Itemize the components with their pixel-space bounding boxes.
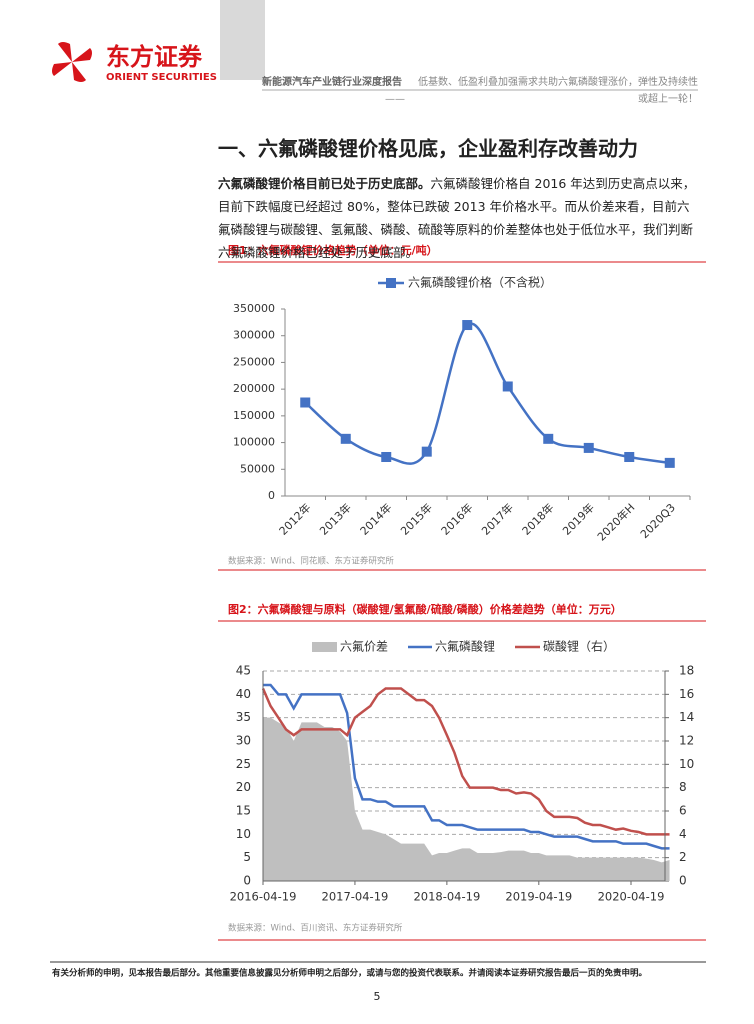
legend-label: 六氟磷酸锂 bbox=[435, 639, 495, 654]
y-tick-label: 5 bbox=[243, 850, 251, 864]
x-tick-label: 2019-04-19 bbox=[505, 890, 572, 904]
marker bbox=[664, 457, 675, 468]
paragraph-lead: 六氟磷酸锂价格目前已处于历史底部。 bbox=[218, 176, 431, 191]
x-tick-label: 2018-04-19 bbox=[413, 890, 480, 904]
x-tick-label: 2018年 bbox=[519, 500, 556, 537]
logo bbox=[52, 42, 92, 82]
line bbox=[304, 322, 670, 465]
marker bbox=[583, 442, 594, 453]
y-tick-label: 35 bbox=[236, 710, 251, 724]
marker bbox=[543, 433, 554, 444]
y2-tick-label: 16 bbox=[679, 687, 694, 701]
y-tick-label: 350000 bbox=[233, 302, 275, 315]
figure-source: 数据来源：Wind、百川资讯、东方证券研究所 bbox=[228, 923, 403, 934]
y2-tick-label: 6 bbox=[679, 804, 687, 818]
page-number: 5 bbox=[374, 990, 381, 1003]
marker bbox=[421, 446, 432, 457]
x-tick-label: 2012年 bbox=[276, 500, 313, 537]
y-tick-label: 150000 bbox=[233, 409, 275, 422]
x-tick-label: 2013年 bbox=[317, 500, 354, 537]
paragraph-text: 六氟磷酸锂价格自 2016 年达到历史高点以来，目前下跌幅度已经超过 80%，整… bbox=[218, 176, 696, 260]
footer-disclaimer: 有关分析师的申明，见本报告最后部分。其他重要信息披露见分析师申明之后部分，或请与… bbox=[52, 968, 647, 979]
figure-caption: 图1：六氟磷酸锂价格趋势（单位：元/吨） bbox=[228, 243, 438, 257]
x-tick-label: 2016-04-19 bbox=[230, 890, 297, 904]
marker bbox=[624, 451, 635, 462]
y2-tick-label: 14 bbox=[679, 710, 694, 724]
line bbox=[261, 687, 670, 836]
y-tick-label: 15 bbox=[236, 804, 251, 818]
legend-label: 碳酸锂（右） bbox=[543, 639, 615, 654]
legend-swatch bbox=[386, 278, 396, 288]
y-tick-label: 50000 bbox=[240, 462, 275, 475]
report-name: 新能源汽车产业链行业深度报告 bbox=[262, 75, 402, 88]
y-tick-label: 20 bbox=[236, 780, 251, 794]
x-tick-label: 2015年 bbox=[398, 500, 435, 537]
marker bbox=[381, 451, 392, 462]
y-tick-label: 10 bbox=[236, 827, 251, 841]
report-subtitle: 低基数、低盈利叠加强需求共助六氟磷酸锂涨价，弹性及持续性 bbox=[418, 75, 698, 88]
marker bbox=[340, 433, 351, 444]
y-tick-label: 40 bbox=[236, 687, 251, 701]
y-tick-label: 100000 bbox=[233, 436, 275, 449]
legend-swatch bbox=[312, 642, 337, 652]
marker bbox=[300, 397, 311, 408]
report-subtitle-end: 或超上一轮！ bbox=[638, 92, 698, 105]
y-tick-label: 30 bbox=[236, 734, 251, 748]
legend-label: 六氟磷酸锂价格（不含税） bbox=[408, 275, 552, 290]
legend-label: 六氟价差 bbox=[340, 640, 388, 654]
x-tick-label: 2017-04-19 bbox=[322, 890, 389, 904]
x-tick-label: 2020Q3 bbox=[638, 501, 678, 541]
paragraph: 六氟磷酸锂价格目前已处于历史底部。六氟磷酸锂价格自 2016 年达到历史高点以来… bbox=[218, 172, 700, 264]
x-tick-label: 2016年 bbox=[438, 500, 475, 537]
y2-tick-label: 18 bbox=[679, 664, 694, 678]
x-tick-label: 2020年H bbox=[594, 500, 637, 543]
figure-source: 数据来源：Wind、同花顺、东方证券研究所 bbox=[228, 556, 394, 567]
section-title: 一、六氟磷酸锂价格见底，企业盈利存改善动力 bbox=[218, 137, 638, 161]
y-tick-label: 25 bbox=[236, 757, 251, 771]
company-name-en: ORIENT SECURITIES bbox=[106, 72, 217, 83]
x-tick-label: 2020-04-19 bbox=[598, 890, 665, 904]
x-tick-label: 2014年 bbox=[357, 500, 394, 537]
x-tick-label: 2019年 bbox=[560, 500, 597, 537]
report-subtitle-dash: —— bbox=[385, 94, 405, 105]
y-tick-label: 250000 bbox=[233, 355, 275, 368]
y2-tick-label: 8 bbox=[679, 780, 687, 794]
y-tick-label: 200000 bbox=[233, 382, 275, 395]
header-band bbox=[220, 0, 265, 80]
y2-tick-label: 12 bbox=[679, 734, 694, 748]
company-name: 东方证券 bbox=[106, 43, 203, 71]
y2-tick-label: 2 bbox=[679, 850, 687, 864]
line bbox=[263, 683, 670, 850]
y-tick-label: 300000 bbox=[233, 329, 275, 342]
y-tick-label: 45 bbox=[236, 664, 251, 678]
y2-tick-label: 4 bbox=[679, 827, 687, 841]
y2-tick-label: 10 bbox=[679, 757, 694, 771]
marker bbox=[462, 320, 473, 331]
area bbox=[263, 717, 670, 881]
y-tick-label: 0 bbox=[243, 874, 251, 888]
y-tick-label: 0 bbox=[268, 489, 275, 502]
marker bbox=[502, 381, 513, 392]
x-tick-label: 2017年 bbox=[479, 500, 516, 537]
figure-caption: 图2：六氟磷酸锂与原料（碳酸锂/氢氟酸/硫酸/磷酸）价格差趋势（单位：万元） bbox=[228, 602, 622, 616]
y2-tick-label: 0 bbox=[679, 874, 687, 888]
